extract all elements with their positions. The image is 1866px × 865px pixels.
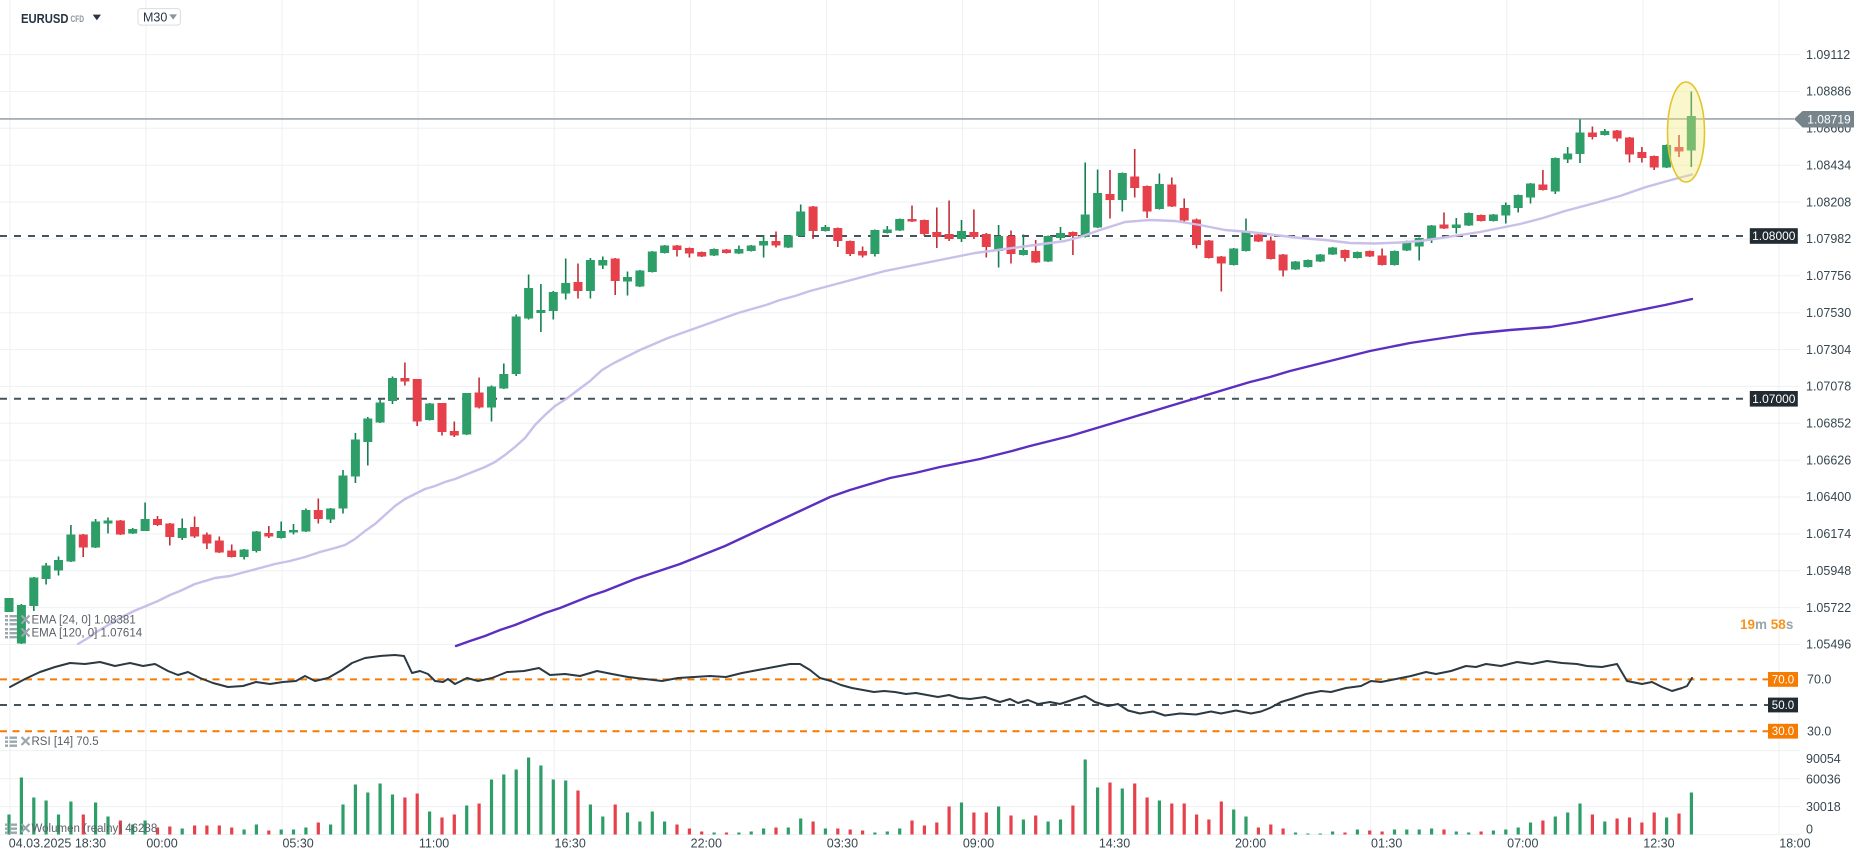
svg-text:1.05722: 1.05722 bbox=[1806, 601, 1851, 615]
svg-text:1.08719: 1.08719 bbox=[1807, 112, 1851, 126]
svg-text:90054: 90054 bbox=[1806, 752, 1841, 766]
svg-text:1.05496: 1.05496 bbox=[1806, 638, 1851, 652]
svg-text:0: 0 bbox=[1806, 822, 1813, 836]
svg-text:18:00: 18:00 bbox=[1779, 836, 1810, 850]
svg-text:22:00: 22:00 bbox=[691, 836, 722, 850]
svg-text:1.08434: 1.08434 bbox=[1806, 158, 1851, 172]
svg-text:1.05948: 1.05948 bbox=[1806, 564, 1851, 578]
svg-text:1.06626: 1.06626 bbox=[1806, 453, 1851, 467]
svg-text:1.07530: 1.07530 bbox=[1806, 306, 1851, 320]
svg-text:1.06174: 1.06174 bbox=[1806, 527, 1851, 541]
svg-text:EMA [120, 0] 1.07614: EMA [120, 0] 1.07614 bbox=[32, 628, 143, 640]
svg-text:07:00: 07:00 bbox=[1507, 836, 1538, 850]
svg-text:30.0: 30.0 bbox=[1772, 726, 1794, 738]
svg-text:14:30: 14:30 bbox=[1099, 836, 1130, 850]
svg-text:05:30: 05:30 bbox=[282, 836, 313, 850]
svg-text:12:30: 12:30 bbox=[1643, 836, 1674, 850]
svg-text:70.0: 70.0 bbox=[1807, 672, 1831, 686]
svg-text:M30: M30 bbox=[143, 10, 167, 24]
svg-text:1.06852: 1.06852 bbox=[1806, 417, 1851, 431]
svg-text:1.09112: 1.09112 bbox=[1806, 48, 1850, 62]
svg-text:1.08886: 1.08886 bbox=[1806, 85, 1851, 99]
svg-text:EURUSD: EURUSD bbox=[21, 11, 69, 26]
svg-text:70.0: 70.0 bbox=[1772, 674, 1794, 686]
svg-text:RSI [14] 70.5: RSI [14] 70.5 bbox=[32, 736, 99, 748]
svg-text:1.07000: 1.07000 bbox=[1752, 392, 1796, 406]
svg-text:20:00: 20:00 bbox=[1235, 836, 1266, 850]
svg-text:1.08208: 1.08208 bbox=[1806, 195, 1851, 209]
svg-text:01:30: 01:30 bbox=[1371, 836, 1402, 850]
svg-text:60036: 60036 bbox=[1806, 772, 1841, 786]
svg-text:1.07304: 1.07304 bbox=[1806, 343, 1851, 357]
svg-text:50.0: 50.0 bbox=[1772, 700, 1794, 712]
svg-text:30018: 30018 bbox=[1806, 800, 1841, 814]
svg-text:1.08000: 1.08000 bbox=[1752, 229, 1796, 243]
svg-text:19m 58s: 19m 58s bbox=[1740, 617, 1793, 632]
svg-text:09:00: 09:00 bbox=[963, 836, 994, 850]
svg-text:CFD: CFD bbox=[71, 14, 85, 25]
svg-text:00:00: 00:00 bbox=[146, 836, 177, 850]
svg-text:16:30: 16:30 bbox=[555, 836, 586, 850]
svg-text:1.07078: 1.07078 bbox=[1806, 380, 1851, 394]
svg-text:04.03.2025 18:30: 04.03.2025 18:30 bbox=[9, 836, 106, 850]
svg-text:Wolumen (realny) 46288: Wolumen (realny) 46288 bbox=[32, 823, 158, 835]
svg-text:1.07756: 1.07756 bbox=[1806, 269, 1851, 283]
svg-text:EMA [24, 0] 1.08381: EMA [24, 0] 1.08381 bbox=[32, 615, 136, 627]
svg-text:11:00: 11:00 bbox=[419, 836, 449, 850]
svg-text:30.0: 30.0 bbox=[1807, 724, 1831, 738]
svg-text:1.07982: 1.07982 bbox=[1806, 232, 1851, 246]
svg-text:03:30: 03:30 bbox=[827, 836, 858, 850]
svg-text:1.06400: 1.06400 bbox=[1806, 490, 1851, 504]
